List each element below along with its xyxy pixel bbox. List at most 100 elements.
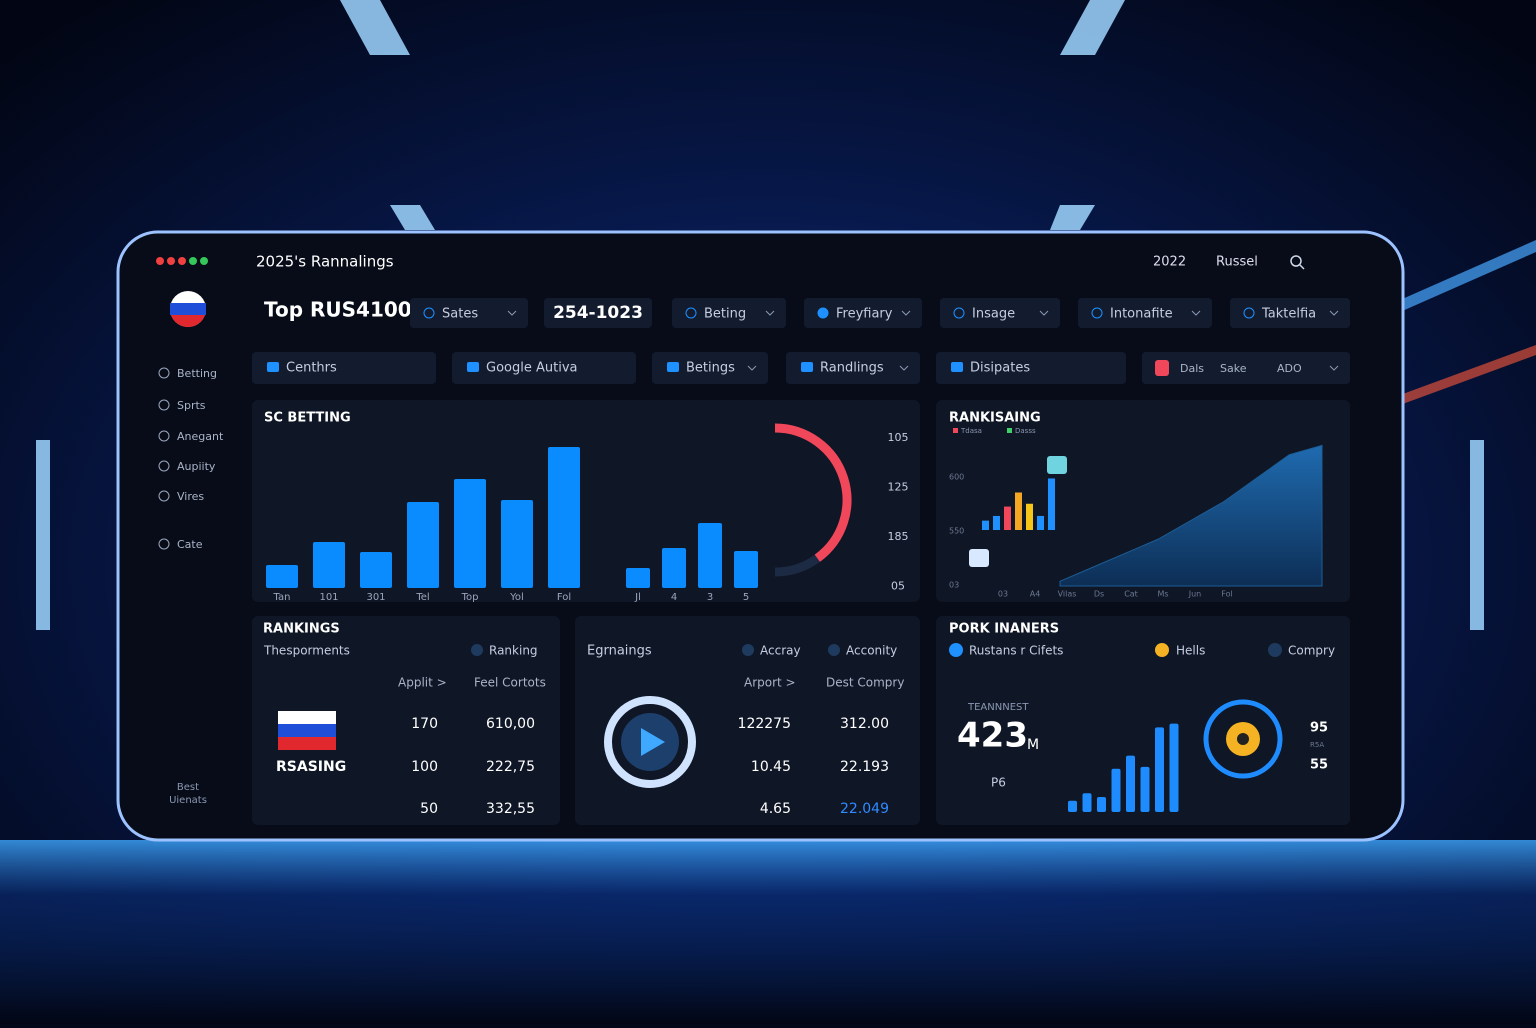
bar (1169, 723, 1179, 812)
subnav-label[interactable]: Disipates (970, 361, 1030, 376)
subnav-tab[interactable] (452, 352, 636, 384)
toggle-group[interactable] (1142, 352, 1350, 384)
filter-label[interactable]: Sates (442, 307, 478, 322)
stat-unit: M (1027, 737, 1039, 753)
nav-icon[interactable] (158, 399, 170, 411)
bar (1126, 755, 1135, 812)
x-tick-label: Top (461, 592, 479, 603)
sidebar-footer: Uienats (169, 795, 207, 806)
tab-icon (801, 362, 813, 372)
x-tick-label: Fol (557, 592, 571, 603)
card-title: RANKINGS (263, 622, 340, 637)
filter-label[interactable]: Accray (760, 644, 801, 658)
filter-icon (1243, 307, 1255, 319)
x-tick-label: 3 (707, 592, 713, 603)
legend-swatch (1007, 428, 1012, 433)
nav-item[interactable]: Anegant (177, 430, 224, 443)
legend-dot (949, 643, 963, 657)
bar (1111, 768, 1121, 812)
subnav-tab[interactable] (936, 352, 1126, 384)
toggle-option[interactable]: ADO (1277, 362, 1302, 375)
chevron (747, 365, 757, 371)
subnav-label[interactable]: Randlings (820, 361, 884, 376)
cell: 170 (411, 716, 438, 732)
nav-icon[interactable] (158, 367, 170, 379)
filter[interactable] (940, 298, 1060, 328)
tab-icon (667, 362, 679, 372)
legend-dot (1155, 643, 1169, 657)
filter-label[interactable]: Freyfiary (836, 307, 893, 322)
filter-label[interactable]: Beting (704, 307, 746, 322)
filter-label[interactable]: Taktelfia (1261, 307, 1316, 322)
filter-dot[interactable] (828, 644, 840, 656)
x-tick-label: Tel (415, 592, 429, 603)
bar (1068, 800, 1077, 812)
cell: 610,00 (486, 716, 535, 732)
streak (1400, 240, 1536, 312)
subnav-label[interactable]: Betings (686, 361, 735, 376)
nav-icon[interactable] (158, 538, 170, 550)
filter[interactable] (1078, 298, 1212, 328)
filter-label[interactable]: Insage (972, 307, 1015, 322)
nav-icon[interactable] (158, 490, 170, 502)
toggle-option[interactable]: Dals (1180, 362, 1204, 375)
bar (1048, 478, 1055, 530)
window-dots (156, 257, 208, 265)
avatar (1047, 456, 1067, 474)
bar (1015, 492, 1022, 530)
nav-item[interactable]: Vires (177, 490, 204, 503)
filter[interactable] (410, 298, 528, 328)
ball-ring (1203, 699, 1283, 779)
tab-icon (267, 362, 279, 372)
x-tick-label: Yol (509, 592, 524, 603)
nav-item[interactable]: Cate (177, 538, 203, 551)
flag-badge (170, 291, 206, 328)
play-icon[interactable] (604, 696, 696, 788)
chevron (1329, 310, 1339, 316)
card-title: PORK INANERS (949, 622, 1059, 637)
user[interactable]: Russel (1216, 255, 1258, 270)
filter-label[interactable]: Ranking (489, 644, 538, 658)
subnav-tab[interactable] (252, 352, 436, 384)
nav-icon[interactable] (158, 460, 170, 472)
bar (266, 565, 298, 588)
stat-label: TEANNNEST (967, 702, 1029, 713)
filter[interactable] (1230, 298, 1350, 328)
filter[interactable] (672, 298, 786, 328)
toggle-option[interactable]: Sake (1220, 362, 1247, 375)
filter-dot[interactable] (742, 644, 754, 656)
bar (1026, 503, 1033, 530)
chevron (507, 310, 517, 316)
column-header: Applit > (398, 676, 447, 690)
column-header: Arport > (744, 676, 796, 690)
nav-icon[interactable] (158, 430, 170, 442)
y-label: 03 (949, 581, 959, 590)
nav-item[interactable]: Sprts (177, 399, 206, 412)
subnav-tab[interactable] (786, 352, 920, 384)
x-tick-label: Jl (634, 592, 641, 603)
subnav-label[interactable]: Centhrs (286, 361, 337, 376)
nav-item[interactable]: Betting (177, 367, 217, 380)
floor-glow (0, 840, 1536, 1024)
card-title: RANKISAING (949, 411, 1041, 426)
search-icon[interactable] (1290, 255, 1305, 270)
x-label: Vilas (1058, 590, 1077, 599)
window-title: 2025's Rannalings (256, 253, 394, 271)
filter[interactable] (544, 298, 652, 328)
bar (734, 551, 758, 588)
subnav-tab[interactable] (652, 352, 768, 384)
cell: 100 (411, 759, 438, 775)
nav-item[interactable]: Aupiity (177, 460, 216, 473)
bar (313, 542, 345, 588)
filter[interactable] (804, 298, 922, 328)
filter-icon (1091, 307, 1103, 319)
y-label: 600 (949, 473, 964, 482)
filter-dot[interactable] (471, 644, 483, 656)
column-header: Dest Compry (826, 676, 904, 690)
filter-label[interactable]: Acconity (846, 644, 897, 658)
tab-icon (467, 362, 479, 372)
year[interactable]: 2022 (1153, 255, 1186, 270)
card-title: Egrnaings (587, 644, 652, 659)
filter-label[interactable]: Intonafite (1110, 307, 1173, 322)
subnav-label[interactable]: Google Autiva (486, 361, 577, 376)
